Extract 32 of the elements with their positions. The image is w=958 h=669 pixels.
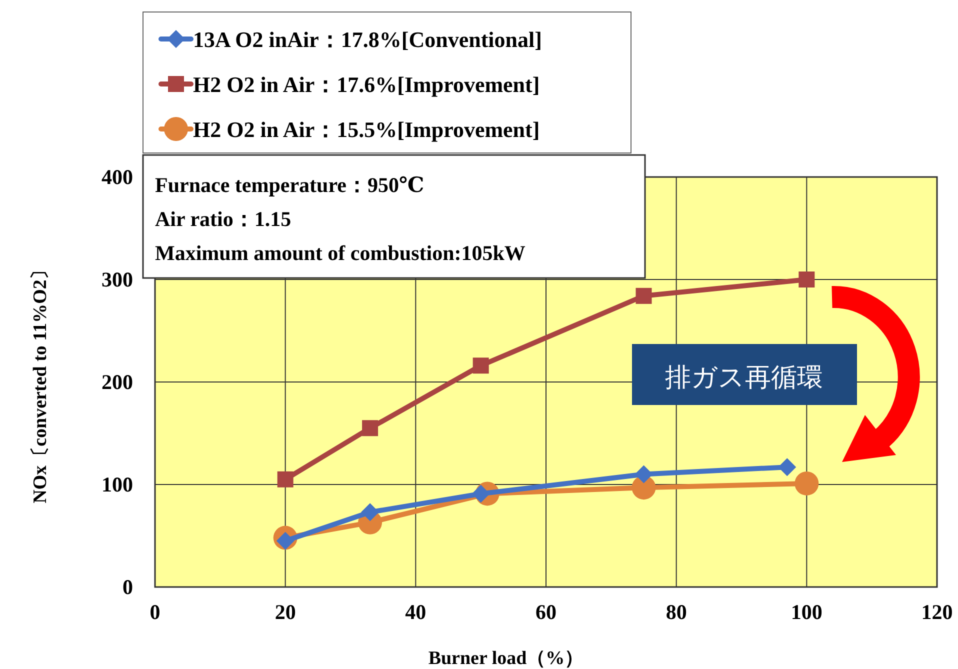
point xyxy=(362,420,378,436)
point xyxy=(361,503,380,522)
legend-label: 13A O2 inAir：17.8%[Conventional] xyxy=(193,27,542,52)
info-box: Furnace temperature：950℃ Air ratio：1.15 Maximum amount of combustion:105kW xyxy=(142,154,646,279)
point xyxy=(277,471,294,488)
point xyxy=(794,471,819,496)
y-tick-label: 300 xyxy=(102,268,133,292)
point xyxy=(798,272,815,288)
point xyxy=(634,465,653,484)
annotation: Furnace temperature：950℃ xyxy=(155,173,424,197)
legend-label: H2 O2 in Air：15.5%[Improvement] xyxy=(193,117,540,142)
y-axis-title: NOx〔converted to 11%O2〕 xyxy=(30,260,51,504)
x-tick-label: 60 xyxy=(536,600,556,624)
legend-label: H2 O2 in Air：17.6%[Improvement] xyxy=(193,72,540,97)
y-tick-label: 100 xyxy=(102,472,133,496)
annotation: Maximum amount of combustion:105kW xyxy=(155,241,526,265)
callout: 排ガス再循環 xyxy=(632,344,857,405)
x-tick-label: 120 xyxy=(921,600,953,624)
annotation: Air ratio：1.15 xyxy=(155,207,292,231)
y-tick-label: 400 xyxy=(102,165,133,189)
point xyxy=(636,288,652,304)
x-tick-label: 40 xyxy=(405,600,426,624)
point xyxy=(472,358,489,374)
x-tick-label: 20 xyxy=(274,600,296,624)
x-tick-label: 0 xyxy=(150,600,160,624)
x-tick-label: 100 xyxy=(790,600,822,624)
y-tick-label: 200 xyxy=(102,370,133,394)
x-tick-label: 80 xyxy=(666,600,687,624)
x-axis-title: Burner load（%） xyxy=(428,648,584,669)
point xyxy=(778,458,796,476)
y-tick-label: 0 xyxy=(122,575,133,599)
annotation: 排ガス再循環 xyxy=(665,363,823,393)
